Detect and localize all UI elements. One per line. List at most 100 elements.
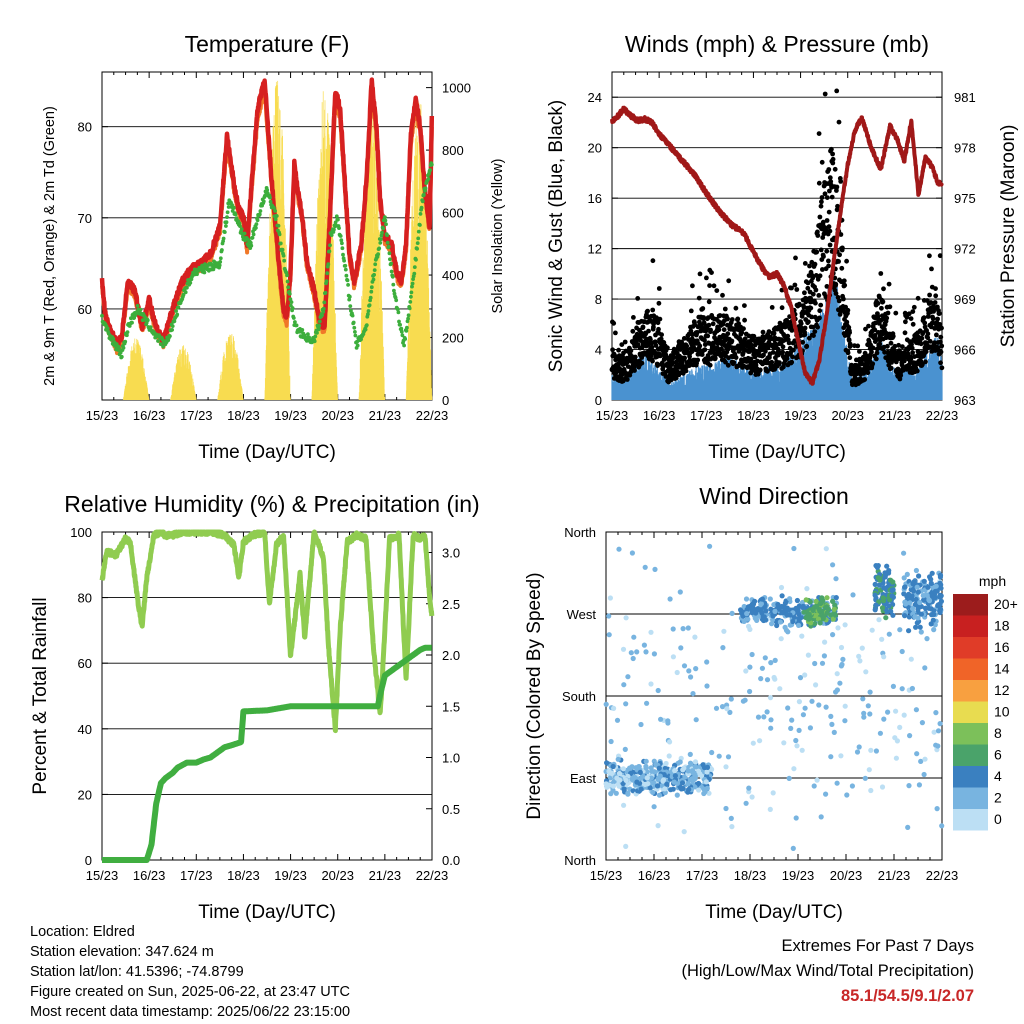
gust-point xyxy=(791,347,796,353)
x-tick-label: 22/23 xyxy=(926,868,959,883)
direction-point xyxy=(643,649,649,655)
direction-point xyxy=(925,584,931,590)
direction-point xyxy=(771,602,777,608)
gust-point xyxy=(821,254,826,259)
dewpoint-point xyxy=(322,300,327,305)
gust-point xyxy=(830,156,836,162)
direction-point xyxy=(805,615,812,622)
timestamp-text: Most recent data timestamp: 2025/06/22 2… xyxy=(30,1004,351,1020)
gust-point xyxy=(807,263,812,269)
gust-point xyxy=(921,315,927,321)
y-right-tick-label: 1.5 xyxy=(442,699,460,714)
direction-point xyxy=(623,777,629,784)
gust-point xyxy=(847,355,853,361)
gust-point xyxy=(896,342,901,348)
direction-point xyxy=(603,701,609,707)
direction-point xyxy=(690,691,696,697)
gust-point xyxy=(901,358,907,364)
direction-point xyxy=(775,601,781,608)
gust-point xyxy=(826,263,831,269)
gust-point xyxy=(630,328,636,334)
gust-point xyxy=(893,310,899,316)
gust-point xyxy=(839,265,845,271)
direction-point xyxy=(648,629,654,635)
dewpoint-point xyxy=(323,290,328,295)
gust-point xyxy=(847,341,853,347)
gust-point xyxy=(700,306,706,311)
legend-label: 6 xyxy=(994,747,1002,763)
direction-point xyxy=(693,666,699,672)
direction-point xyxy=(935,728,942,734)
gust-point xyxy=(844,258,849,264)
direction-point xyxy=(879,784,886,790)
direction-point xyxy=(778,584,785,591)
direction-point xyxy=(831,729,837,736)
direction-point xyxy=(879,636,885,642)
gust-point xyxy=(725,331,731,337)
direction-point xyxy=(828,754,834,760)
gust-point xyxy=(938,334,944,340)
direction-point xyxy=(884,563,890,569)
direction-point xyxy=(703,779,709,785)
direction-point xyxy=(692,634,698,640)
direction-point xyxy=(651,769,657,775)
direction-point xyxy=(931,627,937,633)
direction-point xyxy=(816,702,822,708)
direction-point xyxy=(867,711,873,717)
legend-swatch xyxy=(953,744,988,766)
dewpoint-point xyxy=(422,192,426,197)
gust-point xyxy=(845,350,851,356)
direction-point xyxy=(821,653,828,659)
gust-point xyxy=(742,317,747,323)
dewpoint-point xyxy=(222,230,227,235)
gust-point xyxy=(834,207,840,213)
dewpoint-point xyxy=(289,300,294,304)
gust-point xyxy=(611,320,617,326)
direction-point xyxy=(743,596,750,602)
direction-point xyxy=(859,645,865,651)
dewpoint-point xyxy=(233,212,238,217)
direction-point xyxy=(823,791,829,797)
direction-point xyxy=(727,709,733,716)
direction-point xyxy=(872,607,878,613)
direction-point xyxy=(883,615,889,621)
direction-point xyxy=(610,787,616,794)
extremes-values: 85.1/54.5/9.1/2.07 xyxy=(840,987,974,1005)
direction-point xyxy=(937,572,944,578)
gust-point xyxy=(841,278,847,284)
direction-point xyxy=(724,706,730,712)
gust-point xyxy=(939,325,944,331)
gust-point xyxy=(790,354,795,360)
direction-point xyxy=(829,721,835,728)
legend-swatch xyxy=(953,701,988,723)
dewpoint-point xyxy=(317,323,322,328)
gust-point xyxy=(827,242,833,248)
gust-point xyxy=(709,270,714,275)
direction-point xyxy=(709,749,715,756)
gust-point xyxy=(733,355,739,360)
dewpoint-point xyxy=(363,327,368,332)
dewpoint-point xyxy=(255,218,260,223)
dewpoint-point xyxy=(221,236,226,241)
gust-point xyxy=(888,365,894,371)
direction-point xyxy=(629,550,636,556)
gust-point xyxy=(714,288,720,293)
gust-point xyxy=(939,365,945,371)
created-text: Figure created on Sun, 2025-06-22, at 23… xyxy=(30,984,350,1000)
direction-point xyxy=(873,602,879,608)
dewpoint-point xyxy=(285,279,290,284)
direction-point xyxy=(908,656,914,662)
dewpoint-point xyxy=(399,329,404,334)
y-right-tick-label: 981 xyxy=(954,90,976,105)
direction-point xyxy=(782,624,788,631)
gust-point xyxy=(748,360,753,365)
direction-point xyxy=(622,746,628,753)
gust-point xyxy=(670,353,676,359)
direction-point xyxy=(625,674,631,680)
gust-point xyxy=(731,360,737,365)
direction-point xyxy=(652,566,658,573)
gust-point xyxy=(815,324,820,330)
direction-point xyxy=(621,802,627,808)
gust-point xyxy=(836,119,842,125)
dewpoint-point xyxy=(397,319,401,324)
